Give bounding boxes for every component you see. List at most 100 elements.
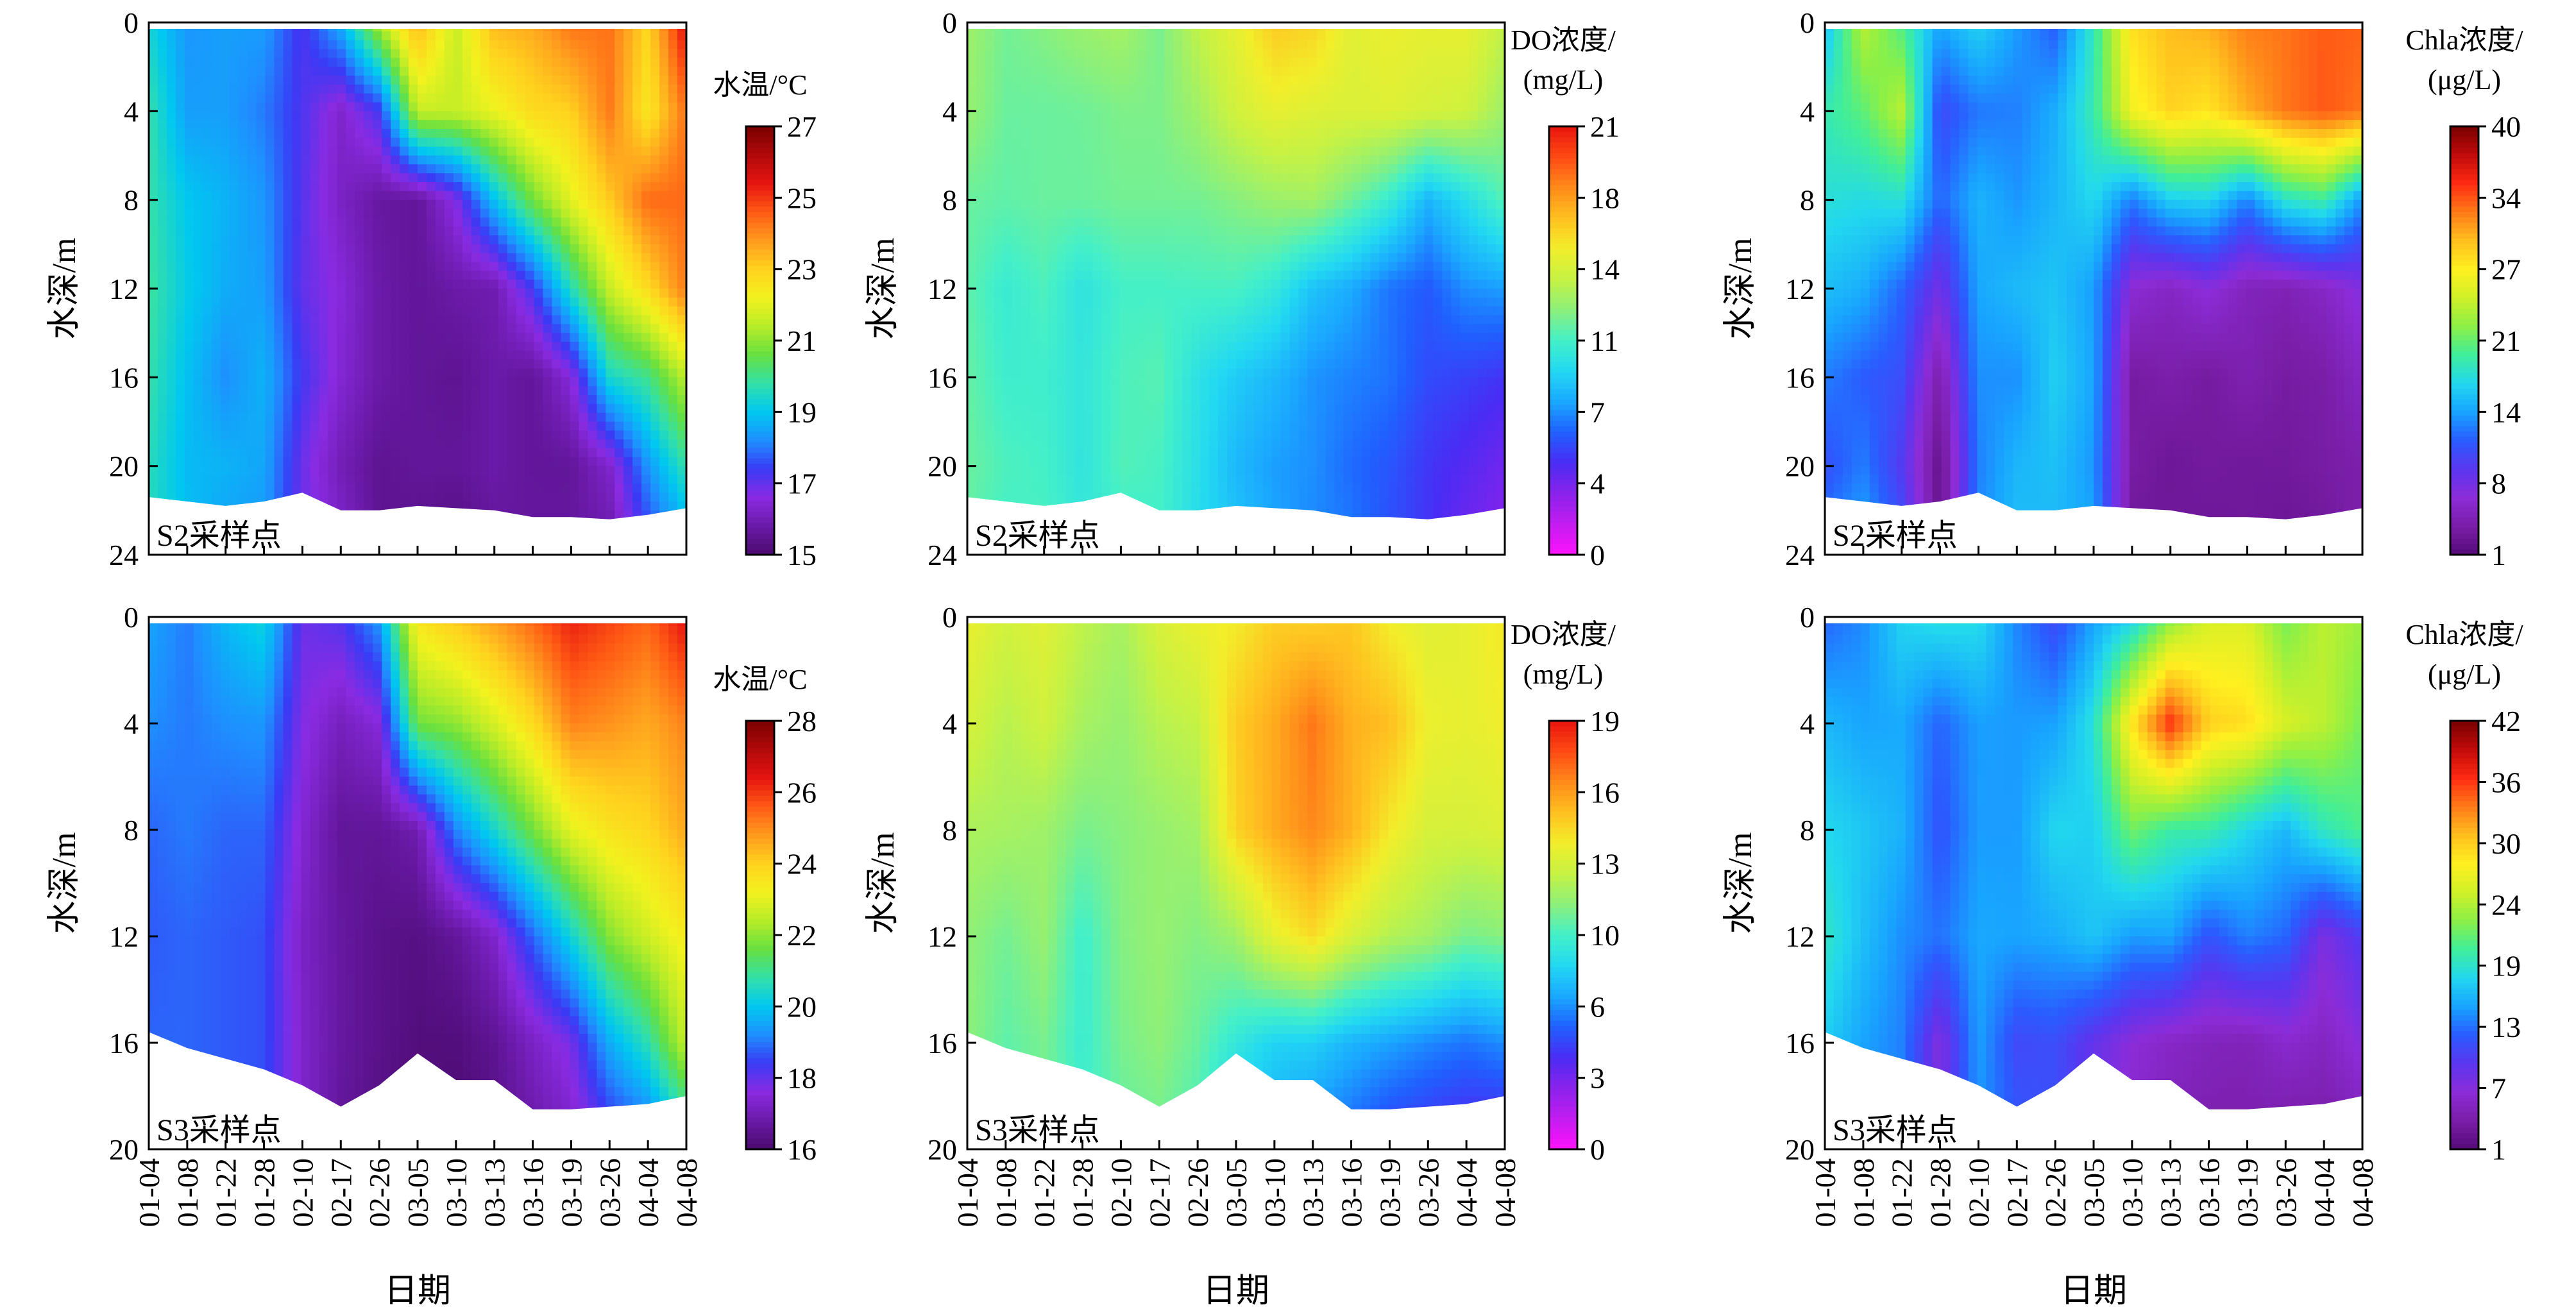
heatmap-cell	[364, 173, 373, 183]
y-tick-label: 0	[124, 6, 139, 39]
heatmap-cell	[211, 173, 221, 183]
heatmap-cell	[1137, 84, 1147, 94]
heatmap-cell	[534, 412, 544, 423]
heatmap-cell	[668, 457, 678, 467]
heatmap-cell	[355, 342, 364, 351]
heatmap-cell	[247, 493, 257, 502]
heatmap-cell	[480, 421, 490, 431]
heatmap-cell	[184, 306, 194, 316]
heatmap-cell	[677, 350, 687, 360]
heatmap-cell	[211, 93, 221, 103]
heatmap-cell	[301, 226, 310, 236]
heatmap-cell	[157, 271, 167, 280]
heatmap-cell	[157, 395, 167, 405]
heatmap-cell	[292, 199, 302, 210]
heatmap-cell	[976, 173, 986, 183]
heatmap-cell	[677, 502, 687, 511]
heatmap-cell	[498, 76, 508, 85]
heatmap-cell	[193, 182, 203, 192]
heatmap-cell	[588, 235, 597, 245]
heatmap-cell	[292, 342, 302, 351]
heatmap-cell	[1137, 173, 1147, 183]
heatmap-cell	[561, 466, 571, 476]
heatmap-cell	[373, 67, 382, 76]
heatmap-cell	[1379, 199, 1389, 210]
heatmap-cell	[552, 235, 562, 245]
heatmap-cell	[641, 386, 651, 396]
colorbar-swatch	[746, 260, 774, 266]
heatmap-cell	[659, 84, 669, 94]
heatmap-cell	[597, 58, 606, 67]
heatmap-cell	[391, 253, 400, 263]
heatmap-cell	[1164, 58, 1174, 67]
heatmap-cell	[328, 49, 337, 58]
heatmap-cell	[435, 31, 445, 41]
heatmap-cell	[220, 439, 230, 449]
heatmap-cell	[292, 93, 302, 103]
heatmap-cell	[597, 40, 606, 50]
heatmap-cell	[1415, 111, 1425, 121]
heatmap-cell	[1137, 120, 1147, 130]
heatmap-cell	[1361, 146, 1371, 156]
heatmap-cell	[650, 493, 660, 502]
heatmap-cell	[166, 146, 176, 156]
heatmap-cell	[256, 466, 266, 476]
heatmap-cell	[1227, 102, 1237, 112]
heatmap-cell	[211, 315, 221, 325]
heatmap-cell	[1182, 102, 1192, 112]
heatmap-cell	[310, 412, 319, 423]
heatmap-cell	[1128, 182, 1138, 192]
heatmap-cell	[1119, 182, 1129, 192]
heatmap-cell	[1236, 31, 1246, 41]
heatmap-cell	[1433, 49, 1443, 58]
heatmap-cell	[543, 315, 553, 325]
heatmap-cell	[247, 120, 257, 130]
colorbar-swatch	[746, 378, 774, 384]
heatmap-cell	[967, 155, 977, 165]
heatmap-cell	[552, 333, 562, 342]
heatmap-cell	[193, 439, 203, 449]
heatmap-cell	[650, 31, 660, 41]
heatmap-cell	[641, 377, 651, 387]
colorbar-swatch	[746, 464, 774, 469]
heatmap-cell	[1496, 84, 1505, 94]
heatmap-cell	[525, 484, 535, 493]
heatmap-cell	[579, 226, 588, 236]
heatmap-cell	[597, 324, 606, 333]
heatmap-cell	[1424, 146, 1434, 156]
bottom-mask	[149, 493, 686, 555]
heatmap-cell	[373, 324, 382, 333]
heatmap-cell	[355, 190, 364, 201]
heatmap-cell	[453, 333, 463, 342]
heatmap-cell	[418, 173, 427, 183]
heatmap-cell	[1298, 49, 1309, 58]
heatmap-cell	[157, 457, 167, 467]
heatmap-cell	[677, 297, 687, 307]
heatmap-cell	[606, 217, 615, 227]
heatmap-cell	[1236, 93, 1246, 103]
heatmap-cell	[453, 84, 463, 94]
heatmap-cell	[175, 315, 185, 325]
heatmap-cell	[1021, 120, 1031, 130]
heatmap-cell	[588, 412, 597, 423]
heatmap-cell	[1065, 164, 1076, 174]
heatmap-cell	[238, 484, 248, 493]
heatmap-cell	[1173, 102, 1183, 112]
heatmap-cell	[1271, 102, 1282, 112]
heatmap-cell	[337, 84, 346, 94]
heatmap-cell	[346, 76, 355, 85]
heatmap-cell	[1047, 40, 1058, 50]
heatmap-cell	[1236, 146, 1246, 156]
heatmap-cell	[426, 190, 436, 201]
heatmap-cell	[471, 271, 481, 280]
heatmap-cell	[650, 386, 660, 396]
heatmap-cell	[543, 217, 553, 227]
heatmap-cell	[229, 430, 239, 440]
heatmap-cell	[1182, 182, 1192, 192]
heatmap-cell	[238, 137, 248, 148]
heatmap-cell	[650, 395, 660, 405]
heatmap-cell	[301, 412, 310, 423]
heatmap-cell	[507, 493, 517, 502]
heatmap-cell	[256, 386, 266, 396]
